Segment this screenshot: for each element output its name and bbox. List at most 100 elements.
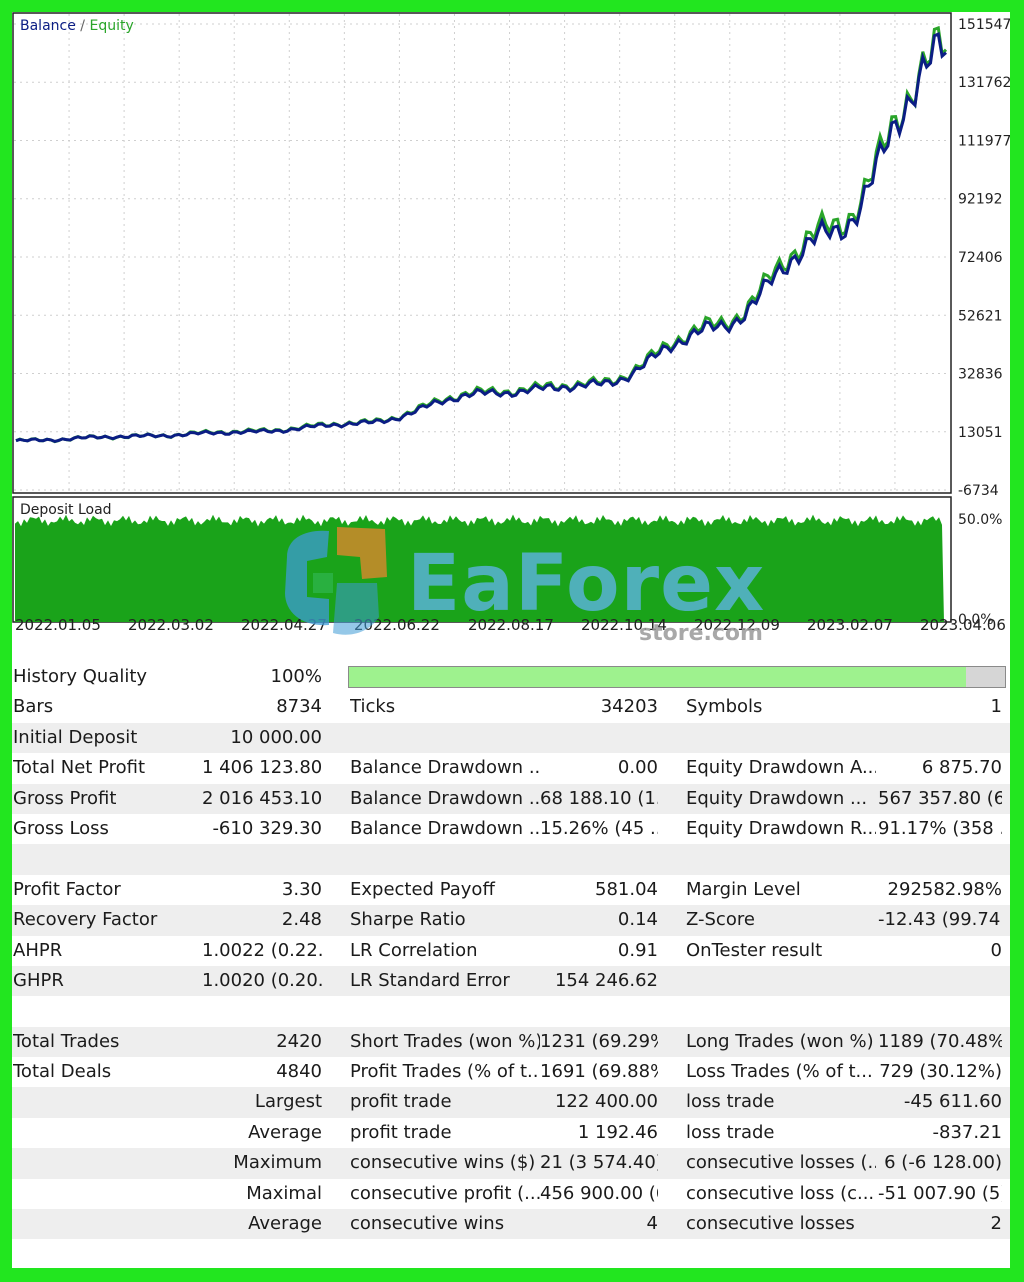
balance-equity-chart: 151547 131762 111977 92192 72406 52621 32836 13…: [12, 12, 1010, 499]
cell-label-2: LR Standard Error: [350, 969, 510, 991]
y-tick-label: 111977: [958, 133, 1010, 149]
row-group-label: Maximum: [233, 1152, 322, 1174]
cell-value-3: -12.43 (99.74...: [878, 909, 1002, 931]
plot-border: [12, 12, 952, 494]
cell-label-3: Equity Drawdown R...: [686, 817, 876, 839]
table-row: Total Net Profit 1 406 123.80 Balance Draw…: [12, 753, 1010, 783]
table-row: [12, 1239, 1010, 1268]
x-tick-label: 2022.01.05: [15, 616, 101, 634]
cell-label-3: Margin Level: [686, 878, 801, 900]
cell-value-2: 1 192.46: [577, 1121, 658, 1143]
cell-label-2: profit trade: [350, 1091, 452, 1113]
cell-label-1: Gross Profit: [13, 787, 117, 809]
y-tick-label: 92192: [958, 192, 1003, 208]
cell-label-1: Profit Factor: [13, 878, 121, 900]
cell-value-3: 6 875.70: [921, 757, 1002, 779]
cell-value-1: 2 016 453.10: [202, 787, 322, 809]
cell-value-3: -837.21: [932, 1121, 1002, 1143]
cell-value-2: 34203: [600, 696, 658, 718]
cell-label-2: Sharpe Ratio: [350, 909, 466, 931]
cell-value-3: 91.17% (358 ...: [878, 817, 1002, 839]
y-tick-label: 151547: [958, 17, 1010, 33]
cell-label-3: loss trade: [686, 1091, 775, 1113]
table-row: Largest profit trade 122 400.00 loss trade -…: [12, 1087, 1010, 1118]
cell-label-2: consecutive wins ($): [350, 1152, 536, 1174]
cell-value-2: 154 246.62: [554, 969, 658, 991]
x-tick-label: 2023.04.06: [920, 616, 1006, 634]
deposit-label: Deposit Load: [20, 502, 112, 518]
cell-value-3: 1189 (70.48%): [878, 1030, 1002, 1052]
table-row: Recovery Factor 2.48 Sharpe Ratio 0.14 Z-Sco…: [12, 905, 1010, 936]
row-group-label: Maximal: [246, 1182, 322, 1204]
cell-value-2: 21 (3 574.40): [540, 1152, 658, 1174]
y-tick-label: 72406: [958, 250, 1003, 266]
date-axis: 2022.01.05 2022.03.02 2022.04.27 2022.06.22…: [12, 612, 1010, 642]
cell-label-1: AHPR: [13, 939, 63, 961]
history-quality-bar: [348, 666, 1006, 688]
cell-value-3: 1: [990, 696, 1002, 718]
cell-value-1: 3.30: [281, 878, 322, 900]
cell-label-3: Long Trades (won %): [686, 1030, 874, 1052]
cell-value-2: 581.04: [595, 878, 658, 900]
cell-value-2: 15.26% (45 ...: [540, 817, 658, 839]
table-row: Gross Loss -610 329.30 Balance Drawdown ..…: [12, 814, 1010, 844]
history-quality-value: 100%: [270, 666, 322, 687]
cell-label-3: Equity Drawdown A...: [686, 757, 876, 779]
cell-label-2: Ticks: [350, 696, 396, 718]
table-row: GHPR 1.0020 (0.20... LR Standard Error 154 …: [12, 965, 1010, 997]
cell-value-1: 2420: [276, 1030, 322, 1052]
history-quality-label: History Quality: [13, 666, 148, 687]
cell-label-3: consecutive losses: [686, 1213, 855, 1235]
legend-separator: /: [75, 18, 90, 34]
cell-label-1: GHPR: [13, 969, 64, 991]
cell-value-1: 4840: [276, 1061, 322, 1083]
deposit-tick-label: 0.0%: [958, 612, 994, 626]
x-tick-label: 2022.10.14: [581, 616, 667, 634]
balance-line: [15, 32, 948, 443]
cell-label-3: Symbols: [686, 696, 763, 718]
cell-value-1: 8734: [276, 696, 322, 718]
cell-label-1: Initial Deposit: [13, 726, 138, 748]
cell-label-1: Total Net Profit: [13, 757, 146, 779]
deposit-load-area: [15, 514, 944, 622]
cell-value-3: -51 007.90 (5): [878, 1182, 1002, 1204]
report-rows: Bars 8734 Ticks 34203 Symbols 1 Initial Deposi…: [12, 692, 1010, 1268]
y-tick-label: 13051: [958, 425, 1003, 441]
cell-label-3: Z-Score: [686, 909, 755, 931]
cell-value-1: 1 406 123.80: [202, 757, 322, 779]
legend-balance: Balance: [20, 18, 76, 34]
cell-label-2: Balance Drawdown ...: [350, 817, 540, 839]
cell-value-2: 1231 (69.29%): [540, 1030, 658, 1052]
cell-label-3: consecutive losses (...: [686, 1152, 876, 1174]
y-tick-label: -6734: [958, 483, 999, 498]
y-tick-label: 131762: [958, 75, 1010, 91]
cell-value-2: 0.91: [617, 939, 658, 961]
cell-value-3: 2: [990, 1213, 1002, 1235]
cell-value-2: 68 188.10 (1...: [540, 787, 658, 809]
legend-equity: Equity: [89, 18, 134, 34]
history-quality-row: History Quality 100%: [12, 662, 1010, 692]
cell-value-1: 10 000.00: [230, 726, 322, 748]
table-row: Maximal consecutive profit (... 456 900.00…: [12, 1179, 1010, 1209]
cell-label-2: profit trade: [350, 1121, 452, 1143]
history-quality-fill: [349, 667, 966, 687]
row-group-label: Average: [248, 1121, 322, 1143]
balance-chart-canvas: 151547 131762 111977 92192 72406 52621 32836 13…: [12, 12, 1010, 499]
table-row: Bars 8734 Ticks 34203 Symbols 1: [12, 692, 1010, 722]
cell-value-2: 122 400.00: [554, 1091, 658, 1113]
x-tick-label: 2022.08.17: [468, 616, 554, 634]
cell-value-2: 0.00: [617, 757, 658, 779]
cell-label-3: Loss Trades (% of t...: [686, 1061, 873, 1083]
row-group-label: Average: [248, 1213, 322, 1235]
cell-label-3: Equity Drawdown ...: [686, 787, 868, 809]
cell-value-3: 292582.98%: [887, 878, 1002, 900]
cell-value-1: 1.0022 (0.22...: [202, 939, 322, 961]
table-row: Total Trades 2420 Short Trades (won %) 1231…: [12, 1026, 1010, 1058]
cell-value-3: 729 (30.12%): [879, 1061, 1002, 1083]
y-tick-label: 32836: [958, 367, 1003, 383]
table-row: AHPR 1.0022 (0.22... LR Correlation 0.91 OnT…: [12, 936, 1010, 966]
cell-value-3: 6 (-6 128.00): [884, 1152, 1002, 1174]
x-tick-label: 2022.03.02: [128, 616, 214, 634]
tester-report: 151547 131762 111977 92192 72406 52621 32836 13…: [12, 12, 1010, 1268]
cell-label-1: Bars: [13, 696, 54, 718]
